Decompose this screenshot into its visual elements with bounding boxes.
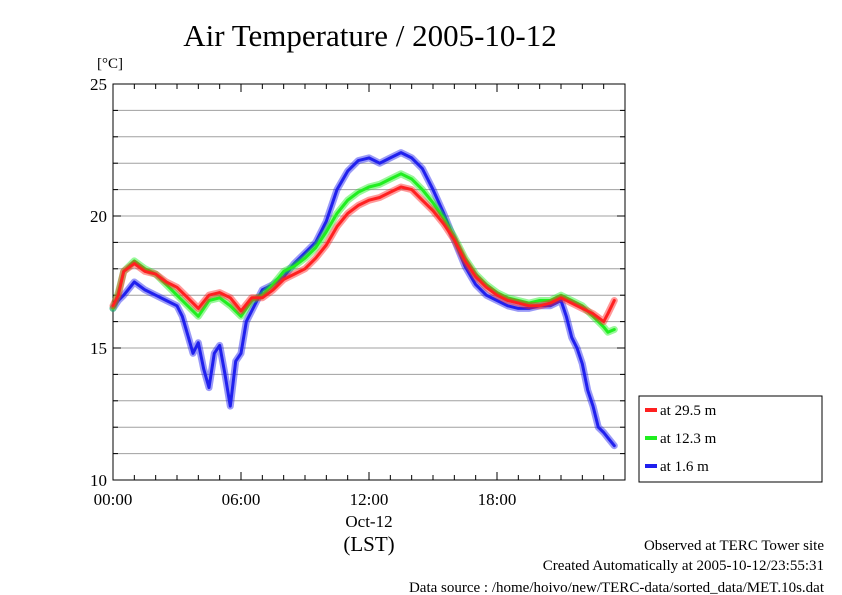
annotation-source: Data source : /home/hoivo/new/TERC-data/… [409, 580, 825, 595]
x-tick-label: 06:00 [222, 490, 261, 509]
chart-title: Air Temperature / 2005-10-12 [183, 18, 556, 53]
series-line-2 [111, 151, 616, 448]
y-tick-label: 10 [90, 471, 107, 490]
series-line-1 [111, 172, 616, 334]
x-tick-label: 12:00 [350, 490, 389, 509]
y-axis: 10 15 20 25 [90, 75, 625, 490]
series-lines [109, 149, 618, 450]
y-tick-label: 20 [90, 207, 107, 226]
y-axis-unit: [°C] [97, 56, 123, 72]
annotation-created: Created Automatically at 2005-10-12/23:5… [543, 558, 824, 574]
annotation-site: Observed at TERC Tower site [644, 538, 824, 554]
y-tick-label: 15 [90, 339, 107, 358]
grid-lines [113, 109, 625, 455]
legend-box [638, 395, 823, 483]
series-line-0 [111, 185, 616, 324]
legend-label: at 1.6 m [660, 459, 709, 475]
plot-frame [112, 83, 626, 481]
legend-label: at 29.5 m [660, 403, 717, 419]
x-tick-label: 18:00 [478, 490, 517, 509]
x-axis-label: (LST) [343, 532, 394, 556]
x-axis: 00:00 06:00 12:00 18:00 [94, 84, 626, 509]
y-tick-label: 25 [90, 75, 107, 94]
date-label: Oct-12 [345, 512, 392, 531]
legend: at 29.5 m at 12.3 m at 1.6 m [638, 395, 823, 483]
x-tick-label: 00:00 [94, 490, 133, 509]
legend-label: at 12.3 m [660, 431, 717, 447]
